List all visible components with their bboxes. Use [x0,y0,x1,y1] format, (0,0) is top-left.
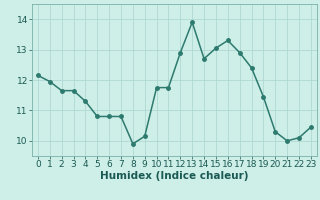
X-axis label: Humidex (Indice chaleur): Humidex (Indice chaleur) [100,171,249,181]
